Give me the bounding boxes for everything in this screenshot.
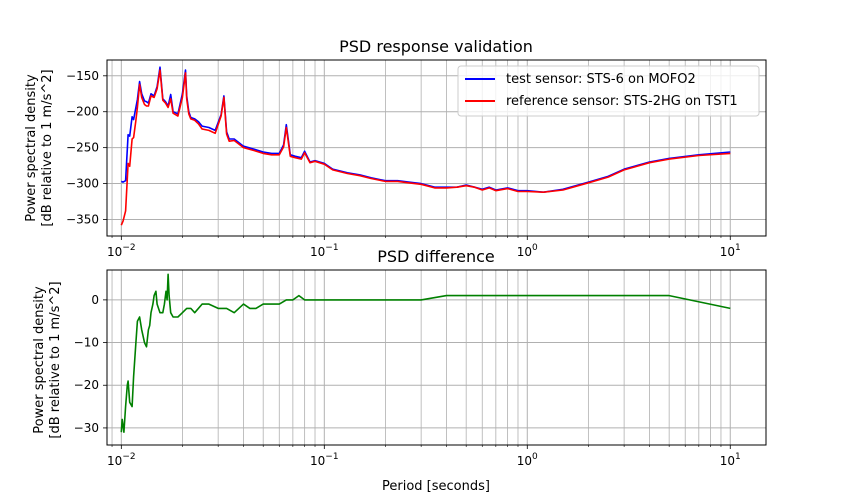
psd-difference-ytick-label: −30	[74, 421, 99, 435]
psd-difference-xtick-label: 101	[720, 452, 741, 468]
legend-box	[457, 65, 760, 117]
psd-response-axes: 10−2 10−1 100 101 −150 −200 −250 −300 −350 PSD …	[24, 37, 767, 259]
psd-response-xtick-label: 100	[517, 243, 538, 259]
legend-label-reference-sensor: reference sensor: STS-2HG on TST1	[506, 94, 738, 109]
psd-difference-ytick-label: 0	[91, 293, 99, 307]
psd-response-legend: test sensor: STS-6 on MOFO2 reference se…	[457, 65, 760, 117]
psd-difference-title: PSD difference	[377, 247, 495, 266]
psd-response-xtick-label: 101	[720, 243, 741, 259]
legend-label-test-sensor: test sensor: STS-6 on MOFO2	[506, 72, 696, 87]
psd-difference-ytick-label: −20	[74, 378, 99, 392]
psd-response-ytick-label: −300	[66, 177, 99, 191]
psd-response-yticks: −150 −200 −250 −300 −350	[66, 69, 107, 226]
psd-response-series	[120, 66, 731, 226]
psd-difference-series	[120, 273, 731, 434]
psd-response-ytick-label: −150	[66, 69, 99, 83]
psd-difference-yticks: 0 −10 −20 −30	[74, 293, 107, 435]
psd-difference-series-line-0	[120, 273, 731, 434]
psd-difference-axes: 10−2 10−1 100 101 0 −10 −20 −30 PSD difference…	[32, 247, 767, 494]
psd-difference-xtick-label: 10−1	[310, 452, 339, 468]
psd-difference-grid	[107, 270, 766, 445]
psd-response-ytick-label: −200	[66, 105, 99, 119]
psd-difference-frame	[106, 269, 767, 446]
psd-response-title: PSD response validation	[339, 37, 533, 56]
psd-difference-ylabel-line1: Power spectral density	[32, 286, 47, 434]
psd-response-ylabel-line1: Power spectral density	[24, 74, 39, 222]
psd-difference-xticks: 10−2 10−1 100 101	[107, 445, 741, 468]
psd-response-xticks: 10−2 10−1 100 101	[107, 236, 741, 259]
psd-difference-xtick-label: 100	[517, 452, 538, 468]
psd-difference-xtick-label: 10−2	[107, 452, 136, 468]
psd-difference-xlabel: Period [seconds]	[382, 479, 490, 494]
psd-response-ytick-label: −250	[66, 141, 99, 155]
psd-response-xtick-label: 10−1	[310, 243, 339, 259]
psd-response-ylabel-line2: [dB relative to 1 m/s^2]	[40, 69, 55, 226]
psd-response-ytick-label: −350	[66, 212, 99, 226]
psd-difference-ylabel-line2: [dB relative to 1 m/s^2]	[48, 281, 63, 438]
psd-difference-ytick-label: −10	[74, 336, 99, 350]
psd-response-xtick-label: 10−2	[107, 243, 136, 259]
psd-response-series-line-1	[120, 69, 731, 226]
